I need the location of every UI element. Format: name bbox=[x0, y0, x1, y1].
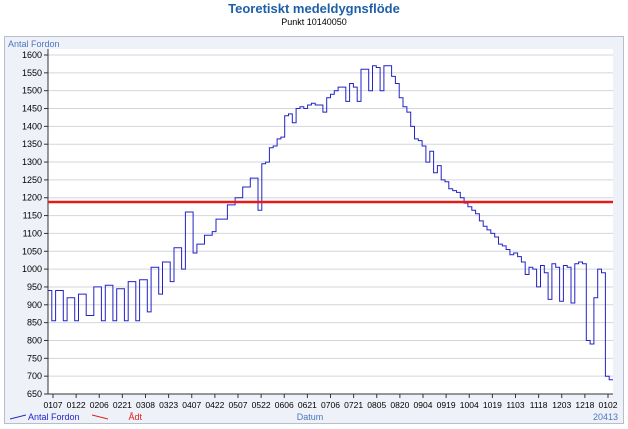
y-tick-label: 1450 bbox=[22, 104, 42, 114]
y-tick-label: 1350 bbox=[22, 139, 42, 149]
x-tick-label: 0221 bbox=[113, 400, 132, 410]
x-axis-label: Datum bbox=[297, 412, 324, 422]
x-tick-label: 1103 bbox=[506, 400, 525, 410]
y-tick-label: 900 bbox=[27, 300, 42, 310]
legend-red-line-icon bbox=[91, 414, 109, 420]
x-tick-label: 1218 bbox=[575, 400, 594, 410]
x-tick-label: 1019 bbox=[483, 400, 502, 410]
x-tick-label: 0919 bbox=[437, 400, 456, 410]
y-tick-label: 650 bbox=[27, 389, 42, 399]
x-tick-label: 0323 bbox=[159, 400, 178, 410]
y-tick-label: 1300 bbox=[22, 157, 42, 167]
y-tick-label: 1100 bbox=[23, 228, 42, 238]
x-tick-label: 0904 bbox=[414, 400, 433, 410]
y-axis-label: Antal Fordon bbox=[8, 39, 60, 49]
y-tick-label: 1150 bbox=[23, 211, 42, 221]
y-tick-label: 1500 bbox=[22, 86, 42, 96]
x-tick-label: 1203 bbox=[552, 400, 571, 410]
x-tick-label: 1118 bbox=[530, 400, 548, 410]
y-tick-label: 950 bbox=[27, 282, 42, 292]
chart-title: Teoretiskt medeldygnsflöde bbox=[228, 1, 400, 16]
x-tick-label: 0308 bbox=[136, 400, 155, 410]
y-tick-label: 800 bbox=[27, 335, 42, 345]
y-tick-label: 1550 bbox=[22, 68, 42, 78]
x-tick-label: 0407 bbox=[182, 400, 201, 410]
y-tick-label: 1400 bbox=[22, 121, 42, 131]
x-tick-label: 1004 bbox=[460, 400, 479, 410]
legend-item-antal-fordon: Antal Fordon bbox=[9, 412, 80, 422]
y-tick-label: 1200 bbox=[22, 193, 42, 203]
x-tick-label: 0507 bbox=[229, 400, 248, 410]
y-tick-label: 750 bbox=[27, 353, 42, 363]
x-tick-label: 0122 bbox=[67, 400, 86, 410]
x-tick-label: 0621 bbox=[298, 400, 317, 410]
x-tick-label: 0706 bbox=[321, 400, 340, 410]
y-tick-label: 1050 bbox=[22, 246, 42, 256]
x-tick-label: 0422 bbox=[205, 400, 224, 410]
plot-area bbox=[48, 49, 613, 394]
y-tick-label: 1000 bbox=[22, 264, 42, 274]
legend-item-adt: Ådt bbox=[91, 412, 143, 422]
chart-subtitle: Punkt 10140050 bbox=[281, 17, 347, 27]
x-tick-label: 0206 bbox=[90, 400, 109, 410]
corner-label: 20413 bbox=[592, 412, 618, 422]
legend-label-adt: Ådt bbox=[128, 412, 143, 422]
y-tick-label: 850 bbox=[27, 318, 42, 328]
y-tick-label: 1250 bbox=[22, 175, 42, 185]
x-tick-label: 0805 bbox=[367, 400, 386, 410]
x-tick-label: 0721 bbox=[344, 400, 363, 410]
x-tick-label: 0107 bbox=[44, 400, 63, 410]
x-tick-label: 0522 bbox=[252, 400, 271, 410]
y-tick-label: 700 bbox=[27, 371, 42, 381]
x-tick-label: 0820 bbox=[390, 400, 409, 410]
x-tick-label: 0606 bbox=[275, 400, 294, 410]
series-antal-fordon-line bbox=[48, 65, 613, 381]
legend-blue-line-icon bbox=[9, 414, 27, 420]
y-tick-label: 1600 bbox=[22, 50, 42, 60]
x-tick-label: 0102 bbox=[599, 400, 618, 410]
legend-label-antal-fordon: Antal Fordon bbox=[28, 412, 80, 422]
